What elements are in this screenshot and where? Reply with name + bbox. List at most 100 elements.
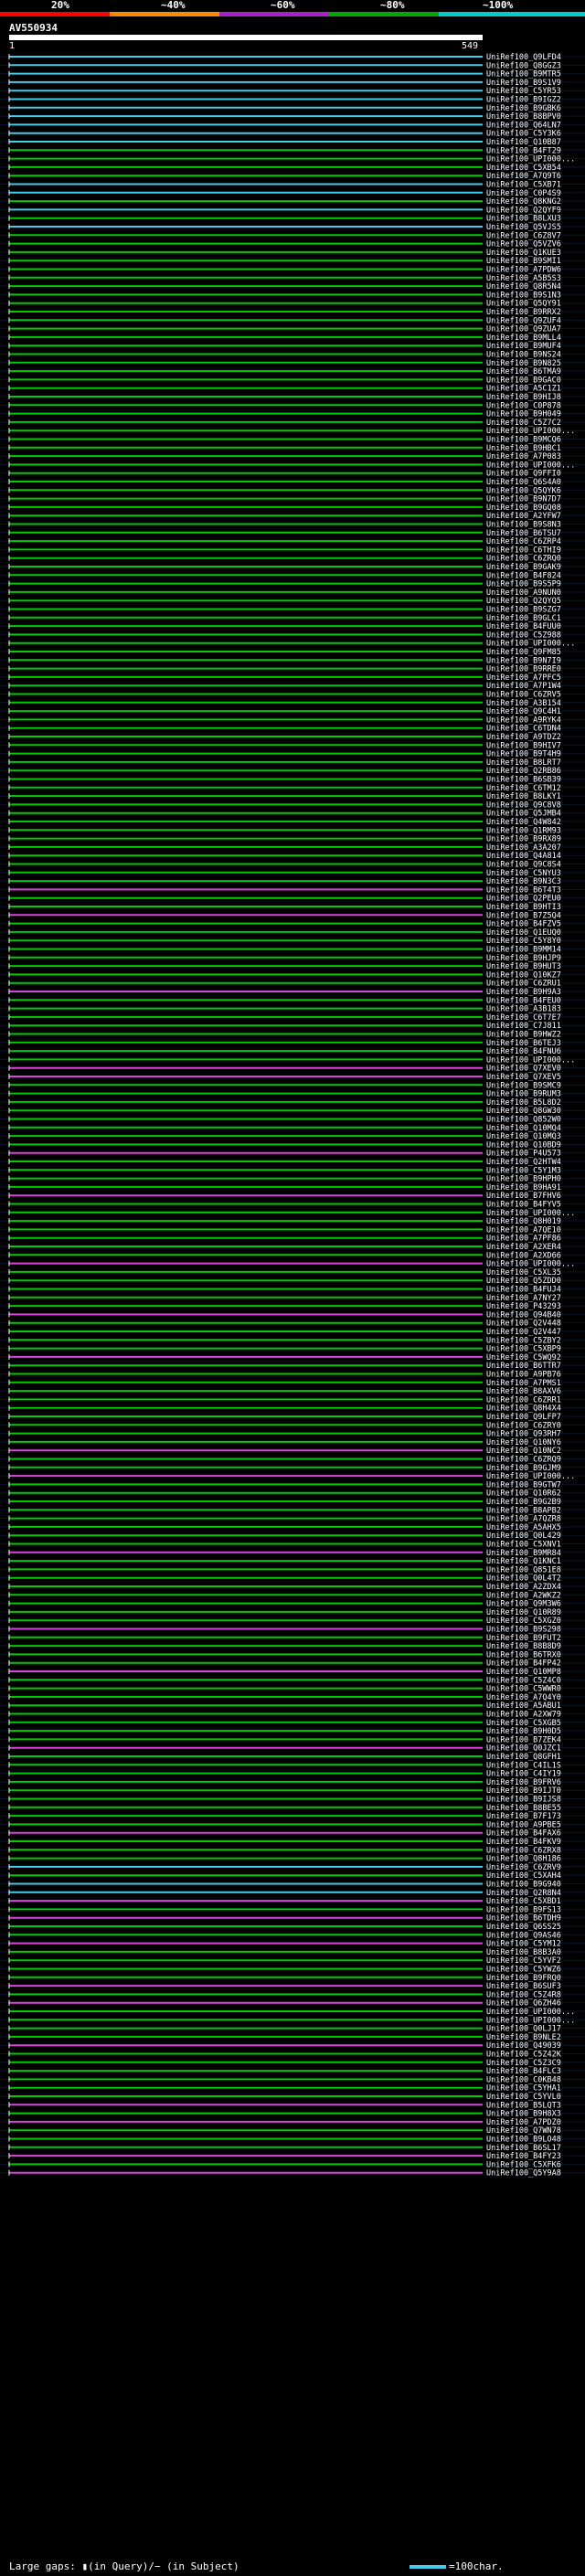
hit-label: UniRef100_B6TRX0 — [486, 1650, 561, 1659]
hit-label: UniRef100_B4FYV5 — [486, 1201, 561, 1210]
hit-label: UniRef100_C5WWR0 — [486, 1685, 561, 1694]
hit-label: UniRef100_C5Z4R8 — [486, 1990, 561, 1999]
hit-label: UniRef100_Q1KUE3 — [486, 249, 561, 258]
hit-label: UniRef100_C5Z988 — [486, 631, 561, 640]
hit-label: UniRef100_C6ZRU1 — [486, 980, 561, 989]
query-start: 1 — [9, 41, 16, 51]
hit-label: UniRef100_B9LO48 — [486, 2136, 561, 2145]
hit-label: UniRef100_Q93RH7 — [486, 1430, 561, 1439]
legend-label-20: 20% — [51, 0, 69, 11]
hit-label: UniRef100_Q9C8V8 — [486, 800, 561, 810]
hit-label: UniRef100_B6SL17 — [486, 2144, 561, 2153]
hit-label: UniRef100_Q5VJS5 — [486, 223, 561, 232]
identity-legend: 20% ~40% ~60% ~80% ~100% — [0, 0, 585, 24]
hit-label: UniRef100_B8AXV6 — [486, 1387, 561, 1396]
hit-label: UniRef100_B9HPH0 — [486, 1175, 561, 1184]
hit-label: UniRef100_Q5JMB4 — [486, 810, 561, 819]
hit-label: UniRef100_B9IGZ2 — [486, 96, 561, 105]
hit-label: UniRef100_B7F173 — [486, 1812, 561, 1821]
hit-label: UniRef100_Q7XEV0 — [486, 1065, 561, 1074]
hit-label: UniRef100_Q9FFI0 — [486, 470, 561, 479]
legend-bar-20 — [0, 12, 110, 16]
hit-label: UniRef100_B4FAX6 — [486, 1829, 561, 1839]
hit-label: UniRef100_C6ZRR1 — [486, 1395, 561, 1405]
hit-label: UniRef100_Q9ZUF4 — [486, 316, 561, 325]
hit-label: UniRef100_Q9M3W6 — [486, 1600, 561, 1609]
hit-label: UniRef100_B9GTW7 — [486, 1480, 561, 1489]
hit-label: UniRef100_C5XBD1 — [486, 1897, 561, 1906]
hit-label: UniRef100_Q8R5N4 — [486, 282, 561, 292]
hit-label: UniRef100_A7PDW6 — [486, 266, 561, 275]
hit-label: UniRef100_A5C1Z1 — [486, 385, 561, 394]
hit-label: UniRef100_P4U573 — [486, 1150, 561, 1159]
hit-label: UniRef100_B9IJS8 — [486, 1796, 561, 1805]
hit-label: UniRef100_A7Q9T6 — [486, 172, 561, 181]
hit-label: UniRef100_B9IJT0 — [486, 1786, 561, 1796]
hit-label: UniRef100_B8B3A0 — [486, 1948, 561, 1957]
query-end: 549 — [462, 41, 479, 51]
hit-label: UniRef100_C5XGZ0 — [486, 1617, 561, 1626]
hit-label: UniRef100_B8APB2 — [486, 1506, 561, 1515]
hit-label: UniRef100_B4FUU0 — [486, 622, 561, 631]
hit-label: UniRef100_C6THI9 — [486, 546, 561, 555]
hit-label: UniRef100_B9SMI1 — [486, 257, 561, 266]
hit-label: UniRef100_A9PBE5 — [486, 1820, 561, 1829]
legend-bar-80 — [329, 12, 439, 16]
hit-label: UniRef100_B9N3C3 — [486, 877, 561, 886]
hit-label: UniRef100_Q6S4A0 — [486, 478, 561, 487]
hit-label: UniRef100_B4FKV9 — [486, 1838, 561, 1847]
hit-label: UniRef100_B9FRQ0 — [486, 1974, 561, 1983]
hit-label: UniRef100_B4FEU0 — [486, 996, 561, 1005]
hit-label: UniRef100_Q94B40 — [486, 1310, 561, 1320]
hit-label: UniRef100_C6TDN4 — [486, 725, 561, 734]
hit-label: UniRef100_B6SB39 — [486, 776, 561, 785]
hit-label: UniRef100_UPI000... — [486, 461, 575, 470]
hit-label: UniRef100_UPI000... — [486, 640, 575, 649]
hit-label: UniRef100_C6ZRP4 — [486, 537, 561, 546]
hit-label: UniRef100_B9MR84 — [486, 1549, 561, 1558]
hit-label: UniRef100_B9NLE2 — [486, 2033, 561, 2042]
hit-label: UniRef100_B9N7D7 — [486, 495, 561, 504]
hit-label: UniRef100_A7QZR8 — [486, 1515, 561, 1524]
hit-label: UniRef100_B9S5P9 — [486, 580, 561, 589]
hit-label: UniRef100_UPI000... — [486, 2016, 575, 2025]
hit-label: UniRef100_C5XFK6 — [486, 2160, 561, 2169]
hit-label: UniRef100_C5Y3K6 — [486, 130, 561, 139]
hit-label: UniRef100_B9FUT2 — [486, 1634, 561, 1643]
hit-label: UniRef100_A9NUN0 — [486, 588, 561, 598]
hit-label: UniRef100_B6TMA9 — [486, 367, 561, 376]
hit-label: UniRef100_B9MCQ6 — [486, 436, 561, 445]
hit-label: UniRef100_UPI000... — [486, 1472, 575, 1481]
hit-label: UniRef100_B4FZV5 — [486, 920, 561, 929]
hit-label: UniRef100_B9FRV6 — [486, 1778, 561, 1787]
hit-label: UniRef100_A5B5S3 — [486, 274, 561, 283]
hit-label: UniRef100_C5XNV1 — [486, 1541, 561, 1550]
hit-label: UniRef100_C6T7E7 — [486, 1013, 561, 1023]
hit-label: UniRef100_A7P1W4 — [486, 682, 561, 691]
scale-label: =100char. — [449, 2560, 504, 2572]
hit-label: UniRef100_Q5VZV6 — [486, 240, 561, 249]
hit-label: UniRef100_B7Z5Q4 — [486, 911, 561, 920]
hit-label: UniRef100_B9GLC1 — [486, 614, 561, 623]
hit-label: UniRef100_B6T4T3 — [486, 885, 561, 895]
hit-label: UniRef100_B9GJM9 — [486, 1464, 561, 1473]
hit-label: UniRef100_B6TSU7 — [486, 529, 561, 538]
hit-label: UniRef100_Q8GW30 — [486, 1107, 561, 1116]
hit-label: UniRef100_B5L8D2 — [486, 1098, 561, 1108]
hit-label: UniRef100_C5YVL0 — [486, 2093, 561, 2102]
hit-label: UniRef100_A2WKZ2 — [486, 1591, 561, 1600]
hit-label: UniRef100_Q8GFH1 — [486, 1753, 561, 1762]
hit-label: UniRef100_C5Z42K — [486, 2051, 562, 2060]
legend-label-40: ~40% — [161, 0, 186, 11]
legend-label-60: ~60% — [271, 0, 295, 11]
hit-label: UniRef100_Q8H019 — [486, 1217, 561, 1226]
hit-label: UniRef100_B9RX89 — [486, 835, 561, 844]
hit-label: UniRef100_B9NS24 — [486, 351, 561, 360]
hit-label: UniRef100_Q0L4T2 — [486, 1574, 561, 1584]
hit-label: UniRef100_C5XB71 — [486, 181, 561, 190]
hit-label: UniRef100_Q6ZH46 — [486, 1999, 561, 2009]
hit-label: UniRef100_B9S298 — [486, 1626, 561, 1635]
hit-label: UniRef100_Q2PEU0 — [486, 895, 561, 904]
hit-label: UniRef100_C0P878 — [486, 401, 561, 410]
hit-label: UniRef100_B9H8X3 — [486, 2110, 561, 2119]
